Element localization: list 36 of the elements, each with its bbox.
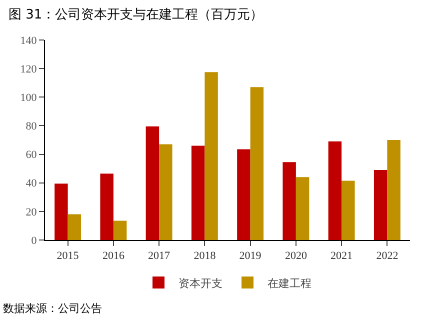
y-tick-label: 140: [20, 34, 38, 47]
bar: [237, 149, 250, 240]
bar: [204, 72, 218, 240]
legend-label: 在建工程: [268, 276, 312, 290]
bar: [54, 184, 68, 240]
bar: [250, 87, 264, 240]
bar: [282, 162, 296, 240]
chart-title: 图 31：公司资本开支与在建工程（百万元）: [8, 8, 264, 23]
bar: [100, 174, 114, 240]
x-tick-label: 2022: [376, 250, 398, 262]
bar: [113, 220, 127, 240]
bar: [328, 141, 342, 240]
y-tick-label: 80: [26, 120, 38, 133]
x-tick-label: 2016: [102, 250, 125, 262]
y-tick-label: 0: [31, 234, 38, 247]
y-tick-label: 120: [20, 63, 38, 76]
bar: [68, 214, 82, 240]
y-tick-label: 60: [26, 149, 38, 162]
bar: [387, 140, 400, 240]
x-tick-label: 2019: [239, 250, 262, 262]
x-tick-label: 2017: [148, 250, 171, 262]
y-tick-label: 100: [20, 92, 38, 104]
x-tick-label: 2018: [194, 250, 216, 262]
bar: [191, 146, 205, 240]
legend-label: 资本开支: [178, 276, 222, 290]
source-note: 数据来源：公司公告: [3, 302, 102, 315]
bar: [146, 126, 160, 240]
y-tick-label: 40: [26, 178, 38, 190]
bar: [342, 180, 355, 240]
x-tick-label: 2021: [330, 250, 353, 262]
x-tick-label: 2015: [56, 250, 80, 262]
x-tick-label: 2020: [284, 250, 308, 262]
y-tick-label: 20: [26, 206, 38, 218]
bar: [296, 177, 310, 240]
bar: [374, 170, 388, 240]
bar: [159, 144, 172, 240]
